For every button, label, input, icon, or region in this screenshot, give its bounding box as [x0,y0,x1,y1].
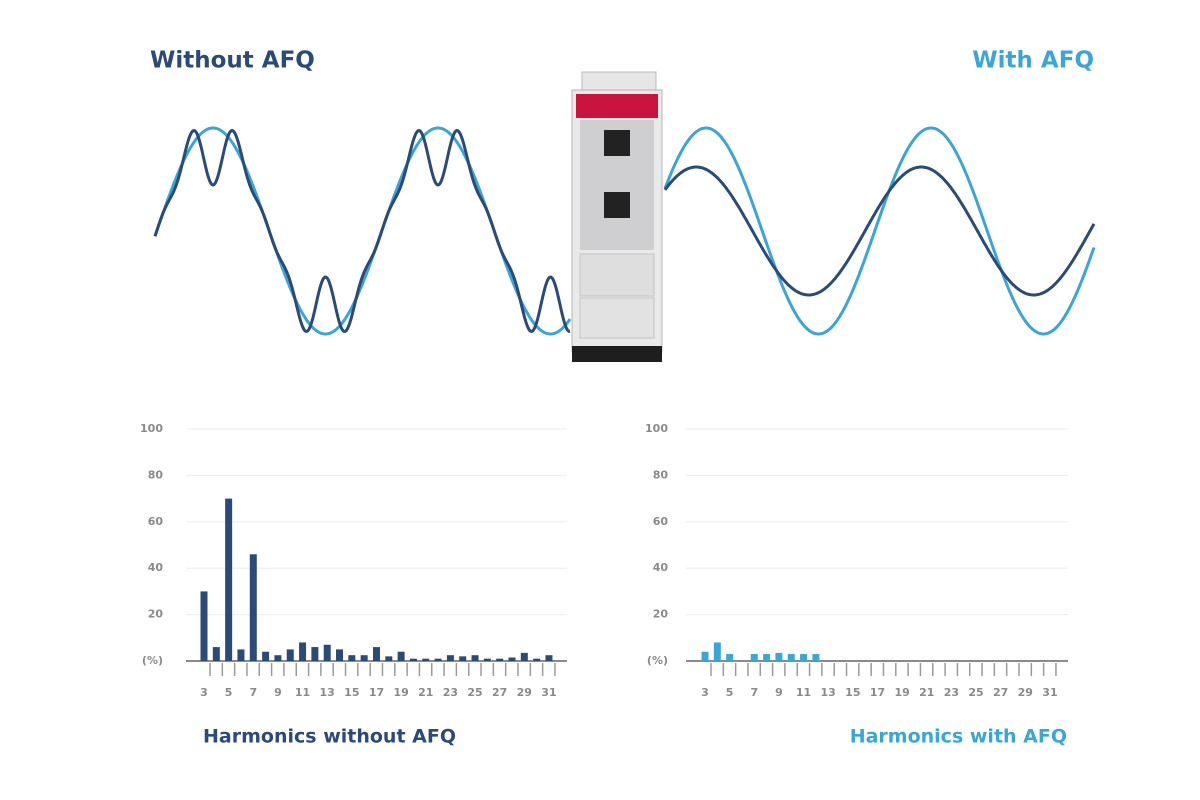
bar-chart: (%) 20 40 60 80 100 3 5 7 9 11 13 15 17 19 21 23 25 27 29 31… [140,422,567,748]
y-tick-label: 40 [148,561,164,574]
bar [533,658,541,661]
bar [385,656,393,661]
bar [800,654,808,661]
bar [262,651,270,661]
bar [311,647,319,661]
x-tick-label: 21 [919,686,934,699]
bar [787,654,795,661]
waveform [663,126,1096,336]
bar [520,652,528,661]
bar [471,655,479,661]
heading: With AFQ [972,48,1094,74]
bar [212,647,220,661]
bar [434,658,442,661]
x-tick-label: 5 [726,686,734,699]
y-tick-label: 80 [653,468,669,481]
waveform [663,165,1096,297]
chart-title: Harmonics without AFQ [203,726,456,748]
bar [775,652,783,661]
bar [409,658,417,661]
x-tick-label: 19 [393,686,408,699]
bar [323,644,331,661]
x-tick-label: 31 [541,686,556,699]
bar [249,554,257,661]
bar [496,658,504,661]
x-tick-label: 15 [344,686,359,699]
x-tick-label: 25 [968,686,983,699]
bar [336,649,344,661]
x-tick-label: 7 [750,686,758,699]
y-tick-label: 80 [148,468,164,481]
bar [446,655,454,661]
x-tick-label: 11 [796,686,811,699]
x-tick-label: 25 [467,686,482,699]
bar [237,649,245,661]
bar [812,654,820,661]
x-tick-label: 27 [993,686,1008,699]
x-tick-label: 29 [1018,686,1033,699]
bar-chart: (%) 20 40 60 80 100 3 5 7 9 11 13 15 17 19 21 23 25 27 29 31… [645,422,1068,748]
x-tick-label: 19 [894,686,909,699]
bar [422,658,430,661]
x-tick-label: 23 [944,686,959,699]
waveform [153,126,572,336]
bar [348,655,356,661]
x-tick-label: 3 [701,686,709,699]
x-tick-label: 27 [492,686,507,699]
bar [225,498,233,661]
bar [483,658,491,661]
x-tick-label: 3 [200,686,208,699]
bar [397,651,405,661]
y-tick-label: 60 [148,515,164,528]
y-tick-label: 20 [653,608,669,621]
y-tick-label: 100 [645,422,668,435]
bar [372,647,380,661]
bar [274,655,282,661]
y-tick-label: (%) [647,654,668,667]
chart-title: Harmonics with AFQ [850,726,1067,748]
x-tick-label: 7 [249,686,257,699]
bar [750,654,758,661]
bar [508,657,516,661]
x-tick-label: 5 [225,686,233,699]
x-tick-label: 15 [845,686,860,699]
y-tick-label: 40 [653,561,669,574]
bar [545,655,553,661]
x-tick-label: 31 [1042,686,1057,699]
waveform [153,128,570,333]
bar [286,649,294,661]
bar [726,654,734,661]
waveforms [153,126,1096,336]
bar [763,654,771,661]
x-tick-label: 17 [369,686,384,699]
heading: Without AFQ [150,48,315,74]
x-tick-label: 13 [821,686,836,699]
x-tick-label: 9 [775,686,783,699]
device [571,71,663,362]
bar [200,591,208,661]
x-tick-label: 23 [443,686,458,699]
x-tick-label: 17 [870,686,885,699]
x-tick-label: 13 [320,686,335,699]
x-tick-label: 21 [418,686,433,699]
x-tick-label: 9 [274,686,282,699]
y-tick-label: (%) [142,654,163,667]
bar [459,656,467,661]
bar [713,642,721,661]
x-tick-label: 11 [295,686,310,699]
x-tick-label: 29 [517,686,532,699]
bar [299,642,307,661]
y-tick-label: 60 [653,515,669,528]
bar [701,651,709,661]
bar [360,655,368,661]
y-tick-label: 20 [148,608,164,621]
y-tick-label: 100 [140,422,163,435]
